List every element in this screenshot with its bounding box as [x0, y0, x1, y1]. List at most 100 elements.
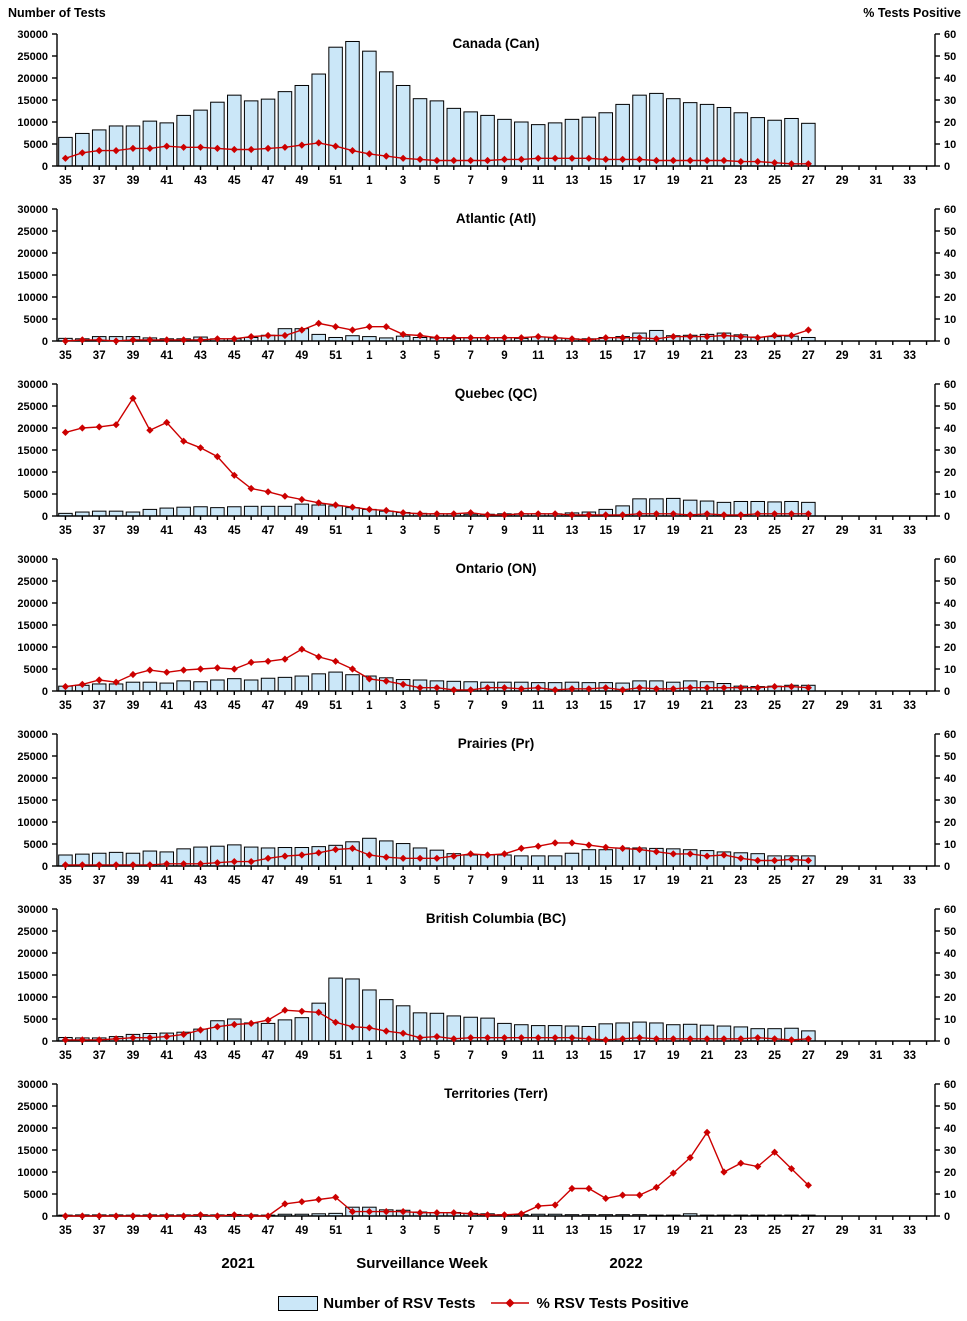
axes: [52, 908, 940, 1045]
svg-text:5000: 5000: [24, 1014, 48, 1026]
diamond-marker-icon: [450, 156, 458, 165]
diamond-marker-icon: [247, 145, 255, 154]
axis-header-row: Number of Tests % Tests Positive: [0, 0, 967, 26]
diamond-marker-icon: [787, 510, 796, 518]
diamond-marker-icon: [196, 444, 205, 452]
year-right-label: 2022: [609, 1255, 643, 1272]
axes: [52, 1083, 940, 1220]
bar: [362, 50, 377, 167]
bar: [530, 855, 546, 867]
diamond-marker-icon: [78, 336, 86, 344]
svg-text:7: 7: [467, 175, 473, 187]
diamond-marker-icon: [669, 1169, 677, 1177]
svg-text:39: 39: [127, 525, 140, 537]
svg-text:51: 51: [329, 350, 342, 362]
diamond-marker-icon: [180, 1212, 188, 1220]
svg-text:10000: 10000: [17, 117, 48, 129]
tests-bars: [58, 40, 816, 167]
svg-text:30000: 30000: [17, 29, 48, 41]
svg-text:60: 60: [944, 29, 956, 41]
svg-text:35: 35: [59, 1050, 72, 1062]
diamond-marker-icon: [517, 1210, 525, 1218]
diamond-marker-icon: [281, 1006, 289, 1014]
diamond-marker-icon: [365, 1208, 373, 1216]
bar: [176, 680, 191, 692]
bar: [159, 507, 175, 517]
diamond-marker-icon: [315, 499, 323, 507]
diamond-marker-icon: [619, 334, 627, 342]
diamond-marker-icon: [568, 839, 576, 847]
pct-positive-line: [65, 396, 809, 516]
diamond-marker-icon: [619, 155, 627, 163]
svg-text:39: 39: [127, 1050, 140, 1062]
svg-text:23: 23: [734, 700, 747, 712]
svg-text:25: 25: [768, 1050, 781, 1062]
bar: [277, 505, 293, 517]
y-right-tick-labels: 0 10 20 30 40 50 60: [944, 204, 956, 348]
bar: [142, 120, 158, 167]
svg-text:20000: 20000: [17, 73, 48, 85]
svg-text:31: 31: [870, 700, 883, 712]
svg-text:0: 0: [944, 336, 950, 348]
diamond-marker-icon: [737, 158, 745, 166]
diamond-marker-icon: [129, 1212, 137, 1220]
svg-text:13: 13: [566, 525, 579, 537]
svg-text:30: 30: [944, 445, 956, 457]
svg-text:10: 10: [944, 314, 956, 326]
diamond-marker-icon: [315, 139, 323, 147]
diamond-marker-icon: [146, 144, 154, 152]
diamond-marker-icon: [180, 1030, 188, 1038]
bar: [379, 840, 394, 867]
diamond-marker-icon: [264, 854, 272, 862]
svg-text:10000: 10000: [17, 642, 48, 654]
svg-text:0: 0: [944, 1036, 950, 1048]
svg-text:25: 25: [768, 525, 781, 537]
line-legend-label: % RSV Tests Positive: [536, 1294, 689, 1312]
diamond-marker-icon: [568, 154, 576, 162]
diamond-marker-icon: [95, 147, 103, 155]
diamond-marker-icon: [298, 326, 306, 334]
diamond-marker-icon: [399, 1029, 407, 1037]
svg-text:15000: 15000: [17, 1145, 48, 1157]
diamond-marker-icon: [129, 670, 137, 679]
diamond-marker-icon: [737, 854, 745, 862]
panel-title: Quebec (QC): [455, 386, 538, 401]
svg-text:21: 21: [701, 1050, 714, 1062]
svg-text:3: 3: [400, 875, 406, 887]
diamond-marker-icon: [771, 159, 779, 167]
svg-text:10000: 10000: [17, 292, 48, 304]
svg-text:27: 27: [802, 1050, 815, 1062]
diamond-marker-icon: [686, 1035, 694, 1043]
diamond-marker-icon: [517, 685, 525, 693]
svg-text:3: 3: [400, 700, 406, 712]
y-right-tick-labels: 0 10 20 30 40 50 60: [944, 904, 956, 1048]
diamond-marker-icon: [416, 331, 424, 340]
diamond-marker-icon: [771, 856, 779, 865]
svg-text:0: 0: [42, 861, 48, 873]
svg-text:37: 37: [93, 350, 106, 362]
diamond-marker-icon: [551, 334, 559, 342]
svg-text:30: 30: [944, 1145, 956, 1157]
diamond-marker-icon: [78, 149, 86, 157]
diamond-marker-icon: [348, 503, 357, 511]
svg-text:37: 37: [93, 1225, 106, 1237]
diamond-marker-icon: [163, 336, 171, 344]
bar-legend-label: Number of RSV Tests: [323, 1294, 476, 1312]
svg-text:41: 41: [160, 1225, 173, 1237]
svg-text:50: 50: [944, 51, 956, 63]
diamond-marker-icon: [112, 1212, 120, 1220]
diamond-marker-icon: [720, 156, 728, 165]
svg-text:33: 33: [903, 350, 916, 362]
diamond-marker-icon: [348, 147, 357, 155]
diamond-marker-icon: [298, 645, 306, 653]
svg-text:15: 15: [599, 1050, 612, 1062]
diamond-marker-icon: [281, 331, 289, 340]
svg-text:41: 41: [160, 525, 173, 537]
diamond-marker-icon: [585, 336, 593, 344]
svg-text:21: 21: [701, 875, 714, 887]
diamond-marker-icon: [585, 685, 593, 693]
svg-text:5: 5: [434, 175, 441, 187]
svg-text:49: 49: [295, 700, 308, 712]
diamond-marker-icon: [635, 1034, 644, 1042]
diamond-marker-icon: [483, 511, 492, 519]
